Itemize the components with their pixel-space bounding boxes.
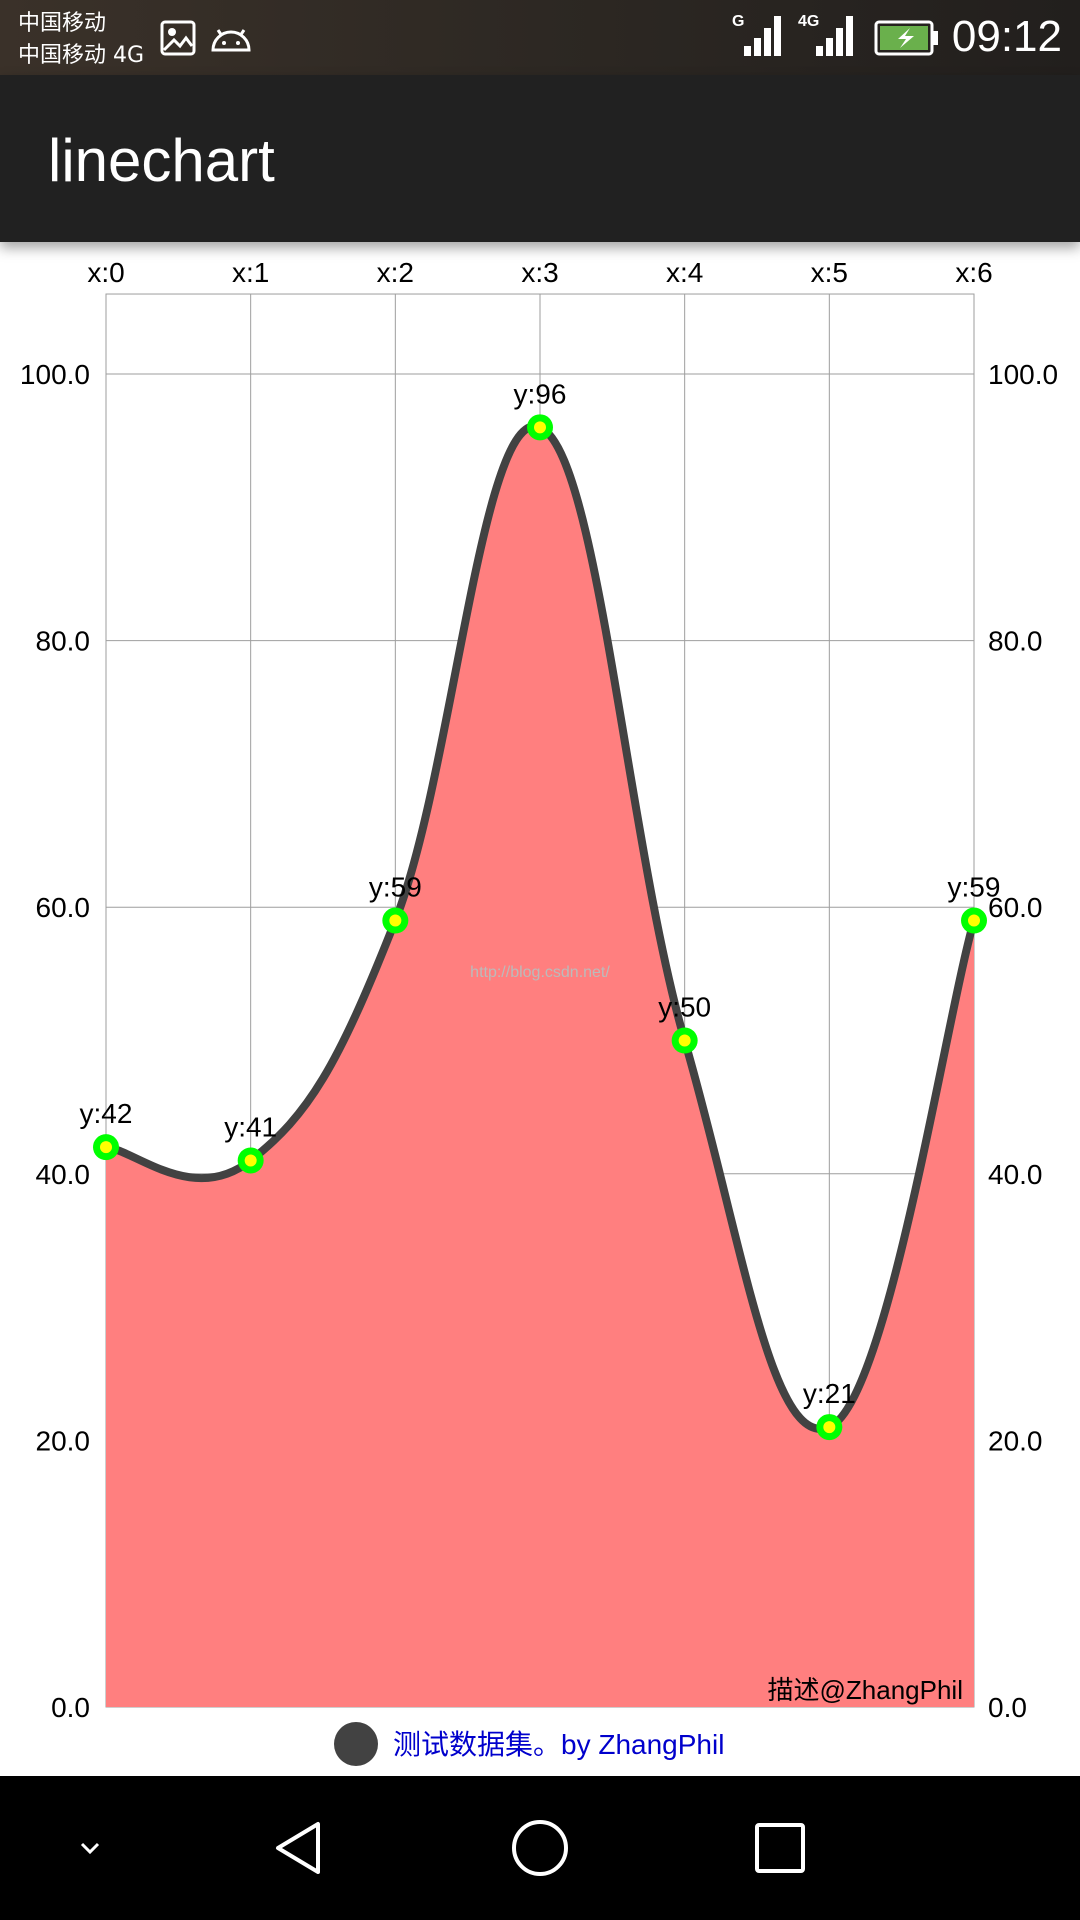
data-point-hole xyxy=(678,1034,691,1047)
y-axis-left-ticks: 0.0 20.0 40.0 60.0 80.0 100.0 xyxy=(20,359,90,1723)
data-point-hole xyxy=(244,1154,257,1167)
carrier-2: 中国移动 4G xyxy=(18,43,145,68)
y-tick-label-right: 80.0 xyxy=(988,626,1043,657)
data-point-hole xyxy=(968,914,980,927)
x-tick-label: x:5 xyxy=(811,257,848,288)
y-tick-label-left: 100.0 xyxy=(20,359,90,390)
data-markers xyxy=(93,414,987,1441)
y-tick-label-right: 40.0 xyxy=(988,1159,1043,1190)
series-area xyxy=(106,426,974,1708)
signal-icon: G xyxy=(730,8,786,64)
home-icon[interactable] xyxy=(480,1776,600,1920)
data-point-hole xyxy=(389,914,402,927)
chart-description: 描述@ZhangPhil xyxy=(768,1675,963,1705)
app-title: linechart xyxy=(48,127,275,194)
signal-1-label: G xyxy=(732,13,744,30)
y-tick-label-right: 0.0 xyxy=(988,1692,1027,1723)
y-tick-label-left: 0.0 xyxy=(51,1692,90,1723)
data-label: y:21 xyxy=(803,1378,856,1409)
navigation-bar xyxy=(0,1776,1080,1920)
app-bar: linechart xyxy=(0,75,1080,242)
data-label: y:41 xyxy=(224,1111,277,1142)
line-chart[interactable]: http://blog.csdn.net/ y:42 y:41 y:59 y:96 y:… xyxy=(0,242,1080,1776)
back-icon[interactable] xyxy=(240,1776,360,1920)
android-icon xyxy=(210,26,252,56)
data-label: y:42 xyxy=(80,1098,133,1129)
y-tick-label-left: 20.0 xyxy=(36,1425,91,1456)
clock: 09:12 xyxy=(951,12,1062,61)
carrier-1: 中国移动 xyxy=(18,11,107,36)
y-tick-label-right: 60.0 xyxy=(988,892,1043,923)
image-icon xyxy=(160,20,196,60)
y-tick-label-left: 40.0 xyxy=(36,1159,91,1190)
legend-marker xyxy=(334,1722,378,1766)
y-tick-label-left: 80.0 xyxy=(36,626,91,657)
chart-svg[interactable]: http://blog.csdn.net/ y:42 y:41y:59y:96y:… xyxy=(0,242,1080,1776)
legend-label: 测试数据集。by ZhangPhil xyxy=(393,1729,724,1760)
signal-2-label: 4G xyxy=(798,13,819,30)
data-labels: y:42 y:41 y:59 y:96 y:50 y:21 y:59 xyxy=(80,378,1001,1409)
data-label: y:50 xyxy=(658,992,711,1023)
data-point-hole xyxy=(823,1421,836,1434)
y-tick-label-right: 20.0 xyxy=(988,1425,1043,1456)
y-tick-label-right: 100.0 xyxy=(988,359,1058,390)
signal-icon: 4G xyxy=(798,8,860,64)
x-tick-label: x:4 xyxy=(666,257,703,288)
series-line xyxy=(105,422,978,1433)
data-label: y:59 xyxy=(369,872,422,903)
y-tick-label-left: 60.0 xyxy=(36,892,91,923)
recents-icon[interactable] xyxy=(720,1776,840,1920)
x-tick-label: x:6 xyxy=(955,257,992,288)
x-tick-label: x:3 xyxy=(521,257,558,288)
x-tick-label: x:0 xyxy=(87,257,124,288)
y-axis-right-ticks: 0.0 20.0 40.0 60.0 80.0 100.0 xyxy=(988,359,1058,1723)
battery-charging-icon xyxy=(874,20,940,60)
watermark: http://blog.csdn.net/ xyxy=(470,964,610,981)
chevron-down-icon[interactable] xyxy=(30,1776,150,1920)
data-point-hole xyxy=(534,421,546,434)
status-bar: 中国移动 中国移动 4G G 4G 09:12 xyxy=(0,0,1080,75)
data-point-hole xyxy=(100,1141,112,1154)
x-axis-ticks: x:0 x:1 x:2 x:3 x:4 x:5 x:6 xyxy=(87,257,992,288)
x-tick-label: x:1 xyxy=(232,257,269,288)
data-label: y:59 xyxy=(948,872,1001,903)
x-tick-label: x:2 xyxy=(377,257,414,288)
data-label: y:96 xyxy=(514,378,567,409)
